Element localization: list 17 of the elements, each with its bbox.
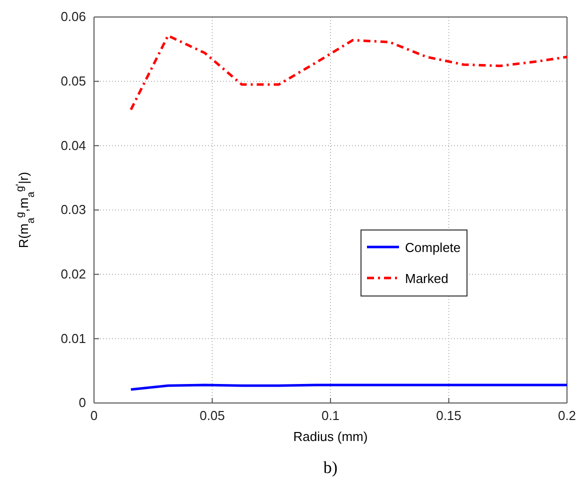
y-tick-label: 0.06 <box>60 9 86 24</box>
y-tick-label: 0 <box>78 395 86 410</box>
y-tick-label: 0.05 <box>60 73 86 88</box>
x-tick-label: 0.15 <box>436 408 462 424</box>
y-tick-label: 0.04 <box>60 138 86 153</box>
legend-label: Complete <box>405 240 461 255</box>
line-series <box>130 34 568 111</box>
x-tick-label: 0.05 <box>200 408 225 424</box>
x-tick-label: 0 <box>90 408 98 424</box>
y-tick-label: 0.01 <box>60 330 86 346</box>
text: b) <box>323 458 338 477</box>
legend-label: Marked <box>405 271 448 286</box>
x-tick-label: 0.1 <box>321 408 340 424</box>
y-tick-label: 0.02 <box>60 266 86 282</box>
x-axis-title: Radius (mm) <box>293 429 368 444</box>
x-tick-label: 0.2 <box>558 408 576 424</box>
y-tick-label: 0.03 <box>60 202 86 218</box>
